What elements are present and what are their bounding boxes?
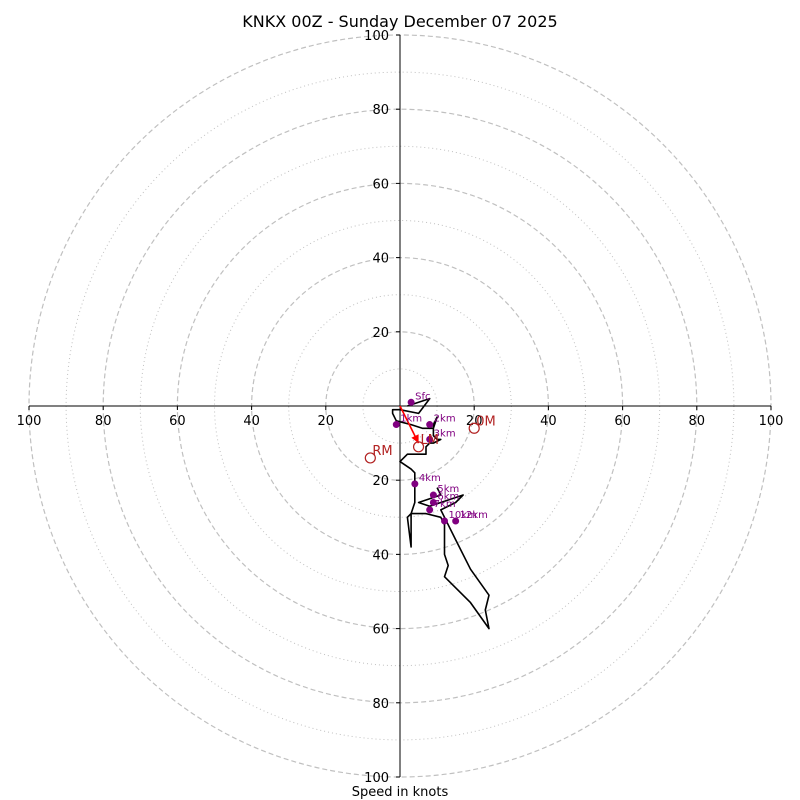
x-tick-label: 20 (318, 414, 335, 429)
height-marker-1km (392, 421, 400, 429)
motion-label-LM: LM (421, 433, 439, 448)
y-tick-label: 80 (372, 103, 389, 118)
height-marker-12km (452, 517, 460, 525)
x-tick-label: 100 (17, 414, 42, 429)
x-axis-label: Speed in knots (352, 785, 449, 800)
height-label-3km: 3km (434, 428, 456, 439)
chart-title: KNKX 00Z - Sunday December 07 2025 (242, 12, 557, 31)
height-label-10km: 10km (449, 510, 477, 521)
motion-marker-LM (412, 441, 425, 453)
height-marker-2km (426, 421, 434, 429)
y-tick-label: 100 (364, 771, 389, 786)
height-marker-Sfc (407, 398, 415, 406)
height-marker-4km (411, 480, 419, 488)
height-label-6km: 6km (437, 491, 459, 502)
height-label-1km: 1km (400, 414, 422, 425)
motion-marker-RM (364, 452, 376, 464)
y-tick-label: 100 (364, 29, 389, 44)
y-tick-label: 40 (372, 548, 389, 563)
y-tick-label: 80 (372, 697, 389, 712)
storm-motions: RM LM 0M (364, 414, 496, 464)
height-marker-5km (429, 491, 437, 499)
height-marker-10km (441, 517, 449, 525)
motion-marker-0M (468, 422, 480, 434)
y-tick-label: 20 (372, 326, 389, 341)
height-label-Sfc: Sfc (415, 391, 430, 402)
motion-label-0M: 0M (476, 414, 496, 429)
height-label-5km: 5km (437, 484, 459, 495)
height-label-4km: 4km (419, 473, 441, 484)
x-tick-label: 60 (169, 414, 186, 429)
arrow-head (411, 434, 419, 444)
y-tick-label: 40 (372, 252, 389, 267)
x-tick-label: 40 (540, 414, 557, 429)
height-marker-6km (429, 498, 437, 506)
storm-motion-arrow (399, 405, 420, 444)
x-tick-label: 80 (95, 414, 112, 429)
x-tick-label: 60 (614, 414, 631, 429)
height-marker-7km (426, 506, 434, 514)
height-marker-3km (426, 435, 434, 443)
y-tick-label: 60 (372, 623, 389, 638)
motion-label-RM: RM (372, 444, 392, 459)
x-tick-label: 80 (689, 414, 706, 429)
y-tick-label: 60 (372, 177, 389, 192)
x-tick-label: 100 (759, 414, 784, 429)
x-tick-label: 40 (243, 414, 260, 429)
height-label-2km: 2km (434, 414, 456, 425)
y-tick-label: 20 (372, 474, 389, 489)
height-label-12km: 12km (460, 510, 488, 521)
height-label-7km: 7km (434, 499, 456, 510)
